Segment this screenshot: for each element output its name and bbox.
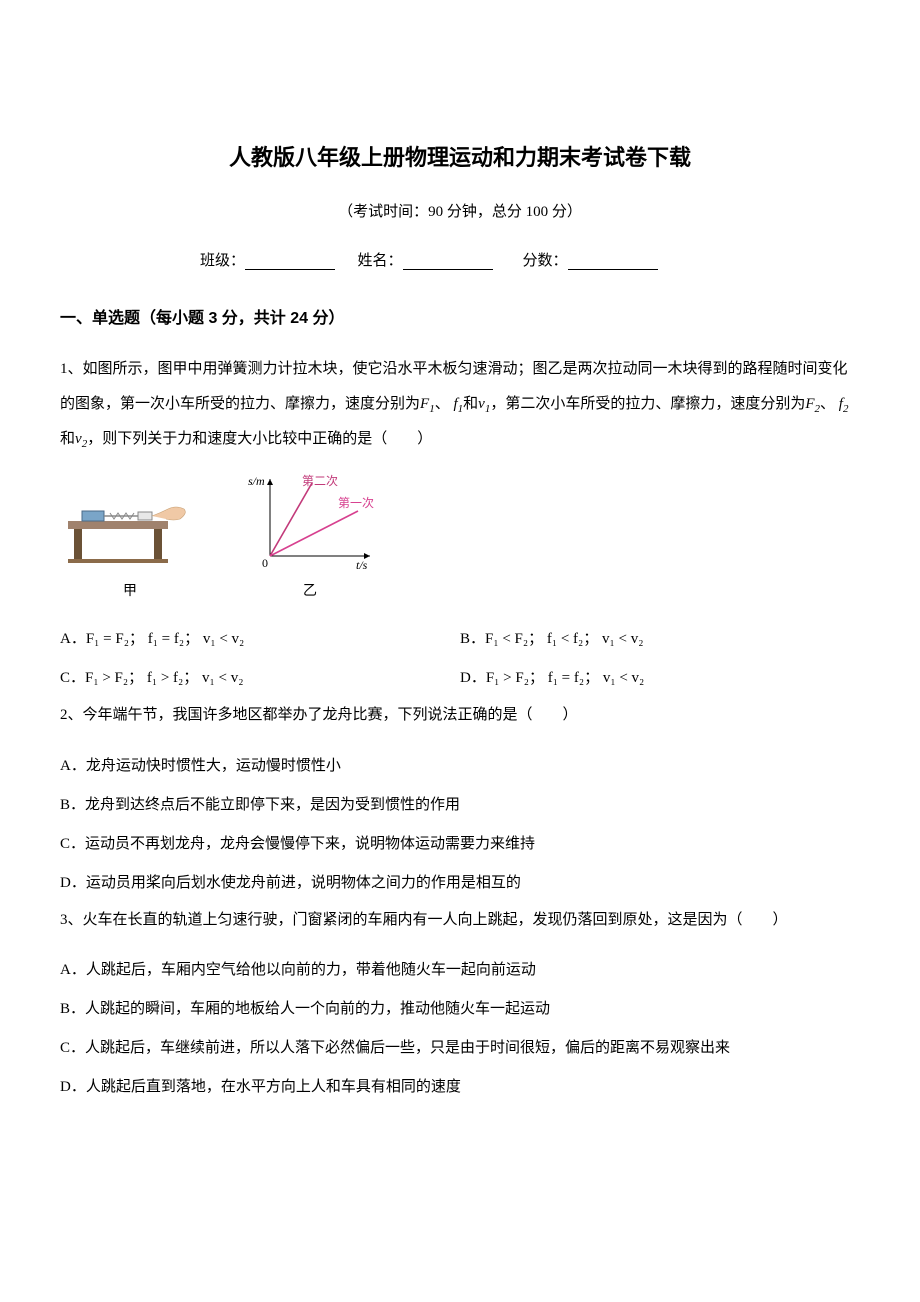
q1-F2: F <box>805 396 814 412</box>
figure-yi: s/m t/s 0 第二次 第一次 乙 <box>240 471 380 600</box>
q1-v1: v <box>478 396 485 412</box>
q2-option-b: B．龙舟到达终点后不能立即停下来，是因为受到惯性的作用 <box>60 786 860 825</box>
figure-jia-svg <box>60 491 200 571</box>
table-leg-r <box>154 529 162 563</box>
q1-optD-tag: D． <box>460 670 486 686</box>
q3-option-a: A．人跳起后，车厢内空气给他以向前的力，带着他随火车一起向前运动 <box>60 951 860 990</box>
question-2-stem: 2、今年端午节，我国许多地区都举办了龙舟比赛，下列说法正确的是（ ） <box>60 698 860 733</box>
student-info-row: 班级： 姓名： 分数： <box>60 249 860 270</box>
q1-mid: ，第二次小车所受的拉力、摩擦力，速度分别为 <box>490 396 805 412</box>
q1-f2-sub: 2 <box>843 403 849 415</box>
line2-label: 第二次 <box>302 474 338 488</box>
q1-tail: ，则下列关于力和速度大小比较中正确的是（ ） <box>87 431 432 447</box>
block <box>82 511 104 521</box>
q1-optB-tag: B． <box>460 631 485 647</box>
score-blank <box>568 254 658 270</box>
question-3-stem: 3、火车在长直的轨道上匀速行驶，门窗紧闭的车厢内有一人向上跳起，发现仍落回到原处… <box>60 903 860 938</box>
figure-yi-svg: s/m t/s 0 第二次 第一次 <box>240 471 380 571</box>
question-1-stem: 1、如图所示，图甲中用弹簧测力计拉木块，使它沿水平木板匀速滑动；图乙是两次拉动同… <box>60 352 860 457</box>
figure-yi-label: 乙 <box>240 580 380 600</box>
q3-option-d: D．人跳起后直到落地，在水平方向上人和车具有相同的速度 <box>60 1068 860 1107</box>
q1-v2: v <box>75 431 82 447</box>
origin-label: 0 <box>262 556 268 570</box>
q1-figure-row: 甲 s/m t/s 0 第二次 第一次 乙 <box>60 471 860 600</box>
name-label: 姓名： <box>358 253 403 269</box>
q3-options: A．人跳起后，车厢内空气给他以向前的力，带着他随火车一起向前运动 B．人跳起的瞬… <box>60 951 860 1107</box>
class-blank <box>245 254 335 270</box>
table-leg-l <box>74 529 82 563</box>
q1-and1: 和 <box>463 396 478 412</box>
q1-option-b: B．F₁ < F₂； f₁ < f₂； v₁ < v₂ <box>460 620 860 659</box>
section-1-head: 一、单选题（每小题 3 分，共计 24 分） <box>60 304 860 328</box>
figure-jia: 甲 <box>60 491 200 600</box>
q2-option-d: D．运动员用桨向后划水使龙舟前进，说明物体之间力的作用是相互的 <box>60 864 860 903</box>
table-top <box>68 521 168 529</box>
q1-F1: F <box>420 396 429 412</box>
q1-option-a: A．F₁ = F₂； f₁ = f₂； v₁ < v₂ <box>60 620 460 659</box>
q2-options: A．龙舟运动快时惯性大，运动慢时惯性小 B．龙舟到达终点后不能立即停下来，是因为… <box>60 747 860 903</box>
q1-optD-math: F₁ > F₂； f₁ = f₂； v₁ < v₂ <box>486 670 644 686</box>
q1-and2: 和 <box>60 431 75 447</box>
q1-options-row1: A．F₁ = F₂； f₁ = f₂； v₁ < v₂ B．F₁ < F₂； f… <box>60 620 860 659</box>
class-label: 班级： <box>200 253 245 269</box>
table-stretcher <box>68 559 168 563</box>
figure-jia-label: 甲 <box>60 580 200 600</box>
q2-option-a: A．龙舟运动快时惯性大，运动慢时惯性小 <box>60 747 860 786</box>
q1-c1: 、 <box>435 396 450 412</box>
line1-label: 第一次 <box>338 496 374 510</box>
q1-options-row2: C．F₁ > F₂； f₁ > f₂； v₁ < v₂ D．F₁ > F₂； f… <box>60 659 860 698</box>
hand-icon <box>152 507 185 520</box>
page-title: 人教版八年级上册物理运动和力期末考试卷下载 <box>60 140 860 172</box>
q1-optC-tag: C． <box>60 670 85 686</box>
name-blank <box>403 254 493 270</box>
axis-x-label: t/s <box>356 558 368 571</box>
axis-y-arrow <box>267 479 273 485</box>
q1-optB-math: F₁ < F₂； f₁ < f₂； v₁ < v₂ <box>485 631 643 647</box>
q1-c2: 、 <box>820 396 835 412</box>
q3-option-b: B．人跳起的瞬间，车厢的地板给人一个向前的力，推动他随火车一起运动 <box>60 990 860 1029</box>
q1-optA-math: F₁ = F₂； f₁ = f₂； v₁ < v₂ <box>86 631 244 647</box>
axis-y-label: s/m <box>248 474 265 488</box>
dynamo <box>138 512 152 520</box>
exam-meta: （考试时间：90 分钟，总分 100 分） <box>60 200 860 221</box>
q1-option-c: C．F₁ > F₂； f₁ > f₂； v₁ < v₂ <box>60 659 460 698</box>
q3-option-c: C．人跳起后，车继续前进，所以人落下必然偏后一些，只是由于时间很短，偏后的距离不… <box>60 1029 860 1068</box>
score-label: 分数： <box>523 253 568 269</box>
q1-optC-math: F₁ > F₂； f₁ > f₂； v₁ < v₂ <box>85 670 243 686</box>
q2-option-c: C．运动员不再划龙舟，龙舟会慢慢停下来，说明物体运动需要力来维持 <box>60 825 860 864</box>
q1-option-d: D．F₁ > F₂； f₁ = f₂； v₁ < v₂ <box>460 659 860 698</box>
q1-optA-tag: A． <box>60 631 86 647</box>
